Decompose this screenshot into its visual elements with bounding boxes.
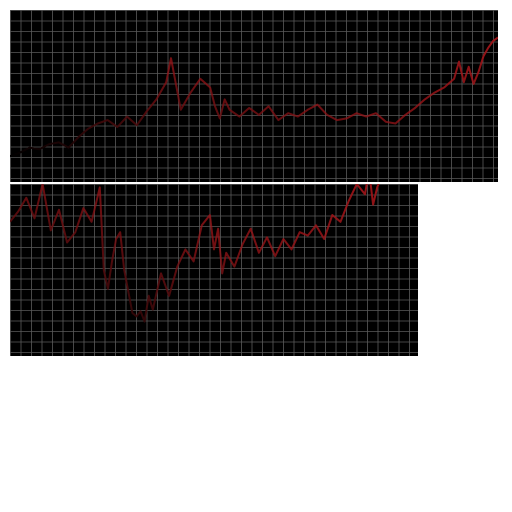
line-chart-top [10,10,498,182]
series-line-0 [10,36,498,158]
chart-panel-top [10,10,498,182]
chart-panel-bottom [10,184,418,356]
series-line-0 [10,184,380,323]
line-chart-bottom [10,184,418,356]
